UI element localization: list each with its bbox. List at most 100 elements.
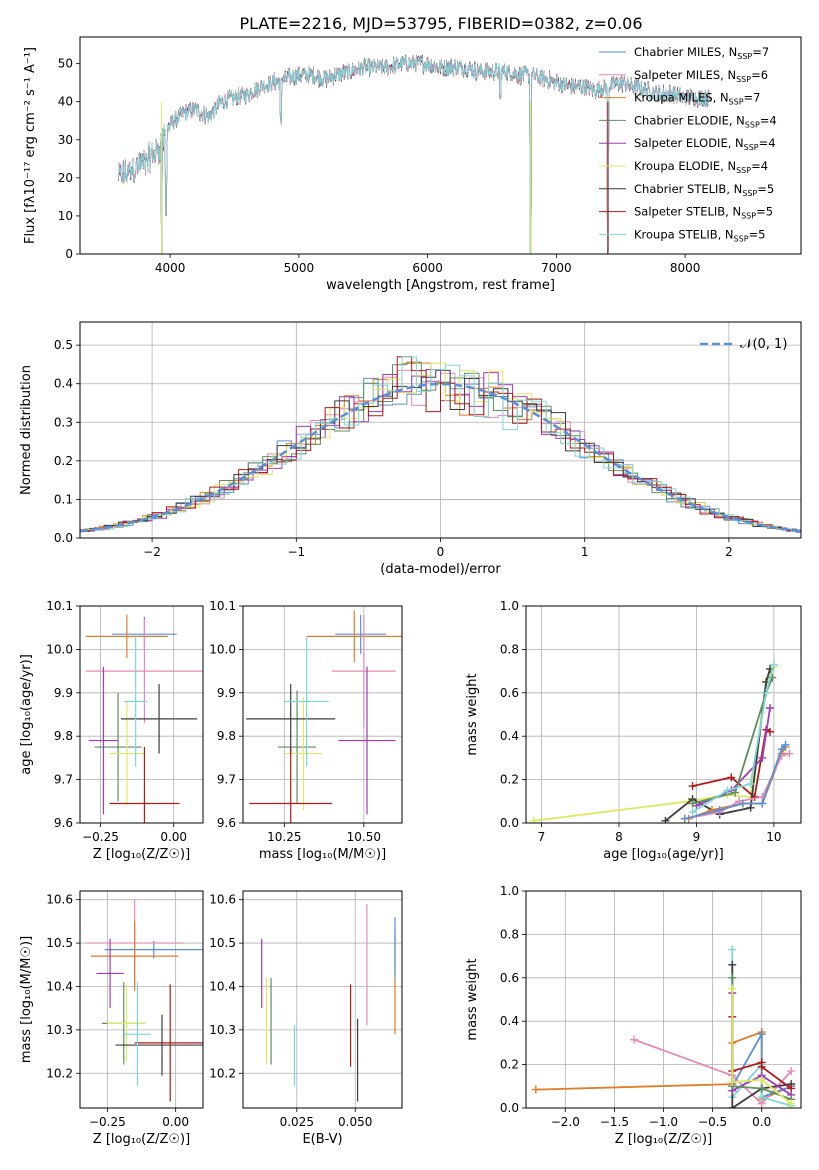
x-axis-label: wavelength [Angstrom, rest frame]	[326, 278, 555, 293]
panel-z_age: −0.25 0.00 9.6 9.7 9.8 9.9 10.0 10.1 Z [log₁₀(Z/…	[19, 599, 204, 862]
y-tick-label: 30	[58, 133, 73, 147]
weight-marker-chabrier_stelib	[728, 1104, 737, 1108]
weight-line-kroupa_elodie	[533, 666, 775, 822]
y-axis-label: mass weight	[465, 958, 480, 1040]
x-axis-label: Z [log₁₀(Z/Z☉)]	[93, 847, 190, 862]
axes-frame	[79, 36, 802, 255]
plot-marks	[85, 614, 203, 823]
legend-entry: Salpeter ELODIE, NSSP=4	[634, 136, 776, 152]
legend-nssp: =4	[760, 113, 777, 127]
histogram-chabrier_stelib	[80, 369, 801, 532]
weight-marker-chabrier_stelib	[728, 960, 737, 969]
legend-subscript: SSP	[737, 52, 752, 61]
legend-entry: Kroupa STELIB, NSSP=5	[634, 227, 765, 243]
panel-mass_age: 10.25 10.50 9.6 9.7 9.8 9.9 10.0 10.1 mass [log₁…	[209, 599, 403, 862]
weight-marker-salpeter_stelib	[727, 773, 736, 782]
plot-marks	[531, 945, 796, 1108]
y-tick-label: 10.0	[46, 642, 73, 656]
legend-subscript: SSP	[742, 189, 757, 198]
weight-line-salpeter_miles	[633, 1038, 792, 1105]
weight-marker-salpeter_stelib	[688, 782, 697, 791]
axes-frame	[525, 605, 802, 824]
weight-marker-kroupa_stelib	[688, 808, 697, 817]
x-tick-label: −2	[143, 545, 161, 559]
y-tick-label: 10.0	[209, 642, 236, 656]
y-tick-label: 0.4	[54, 377, 73, 391]
y-axis-label: mass weight	[465, 673, 480, 755]
y-tick-label: 0.0	[500, 816, 519, 830]
y-tick-label: 0.2	[54, 454, 73, 468]
legend-subscript: SSP	[736, 166, 751, 175]
y-tick-label: 10	[58, 209, 73, 223]
y-tick-label: 0.1	[54, 492, 73, 506]
weight-marker-chabrier_elodie	[757, 1084, 766, 1093]
y-tick-label: 10.2	[209, 1066, 236, 1080]
weight-marker-kroupa_stelib	[723, 786, 732, 795]
y-tick-label: 0.5	[54, 338, 73, 352]
legend-nssp: =7	[744, 91, 761, 105]
weight-marker-chabrier_stelib	[746, 803, 755, 812]
weight-marker-chabrier_stelib	[661, 816, 670, 823]
x-tick-label: 4000	[155, 261, 186, 275]
x-axis-label: E(B-V)	[302, 1132, 342, 1147]
weight-marker-kroupa_stelib	[769, 660, 778, 669]
legend-nssp: =5	[756, 205, 773, 219]
weight-marker-kroupa_miles	[531, 1085, 540, 1094]
y-tick-label: 9.7	[217, 773, 236, 787]
y-tick-label: 50	[58, 57, 73, 71]
legend-series-name: Salpeter ELODIE, N	[634, 136, 744, 150]
legend-series-name: Salpeter MILES, N	[634, 68, 736, 82]
panel-z_weight: −2.0 −1.5 −1.0 −0.5 0.0 0.0 0.2 0.4 0.6 0.8 1.0 Z […	[465, 884, 802, 1147]
weight-marker-kroupa_stelib	[757, 1093, 766, 1102]
x-tick-label: 6000	[412, 261, 443, 275]
panel-age_weight: 7 8 9 10 0.0 0.2 0.4 0.6 0.8 1.0 age [log₁₀(age/yr…	[465, 599, 802, 862]
legend-entry: Chabrier STELIB, NSSP=5	[634, 182, 774, 198]
weight-marker-kroupa_stelib	[746, 779, 755, 788]
y-axis-label: Flux [fλ10⁻¹⁷ erg cm⁻² s⁻¹ A⁻¹]	[23, 47, 38, 244]
spectrum-line-kroupa_stelib	[118, 55, 712, 254]
gaussian-curve	[80, 382, 801, 533]
x-tick-label: 8	[615, 830, 623, 844]
axes-frame	[79, 605, 204, 824]
panel-z_mass: −0.25 0.00 10.2 10.3 10.4 10.5 10.6 Z [log₁₀(Z/…	[19, 890, 204, 1147]
legend-entry: Salpeter MILES, NSSP=6	[634, 68, 768, 84]
y-tick-label: 0	[65, 247, 73, 261]
weight-marker-chabrier_elodie	[731, 788, 740, 797]
legend-entry: Chabrier ELODIE, NSSP=4	[634, 113, 777, 129]
y-tick-label: 9.6	[217, 816, 236, 830]
legend-series-name: Chabrier ELODIE, N	[634, 113, 745, 127]
x-tick-label: 0.025	[280, 1115, 314, 1129]
y-tick-label: 9.8	[54, 729, 73, 743]
weight-marker-chabrier_miles	[757, 1030, 766, 1039]
legend-entry: Salpeter STELIB, NSSP=5	[634, 205, 773, 221]
y-tick-label: 0.0	[54, 531, 73, 545]
legend-nssp: =6	[751, 68, 768, 82]
panel-residuals: −2 −1 0 1 2 0.0 0.1 0.2 0.3 0.4 0.5 (data-model)/er…	[19, 321, 802, 577]
axes-frame	[242, 890, 403, 1109]
axes-frame	[242, 605, 403, 824]
y-tick-label: 0.6	[500, 971, 519, 985]
y-tick-label: 0.2	[500, 1058, 519, 1072]
weight-marker-kroupa_elodie	[757, 1075, 766, 1084]
y-axis-label: mass [log₁₀(M/M☉)]	[19, 936, 34, 1063]
x-tick-label: 10.50	[347, 830, 381, 844]
x-tick-label: 2	[725, 545, 733, 559]
weight-marker-kroupa_elodie	[529, 816, 538, 823]
legend-series-name: Chabrier STELIB, N	[634, 182, 742, 196]
weight-marker-kroupa_elodie	[787, 1099, 796, 1108]
y-tick-label: 10.4	[209, 979, 236, 993]
y-tick-label: 10.3	[46, 1023, 73, 1037]
legend-nssp: =4	[751, 159, 768, 173]
legend-series-name: Kroupa MILES, N	[634, 91, 729, 105]
x-tick-label: −1	[287, 545, 305, 559]
x-tick-label: 0.0	[752, 1115, 771, 1129]
y-tick-label: 10.5	[46, 936, 73, 950]
y-tick-label: 10.2	[46, 1066, 73, 1080]
weight-marker-kroupa_stelib	[728, 945, 737, 954]
weight-marker-salpeter_miles	[630, 1035, 639, 1044]
weight-marker-chabrier_miles	[781, 740, 790, 749]
plot-marks	[80, 356, 801, 533]
y-tick-label: 0.2	[500, 773, 519, 787]
y-tick-label: 10.1	[209, 599, 236, 613]
